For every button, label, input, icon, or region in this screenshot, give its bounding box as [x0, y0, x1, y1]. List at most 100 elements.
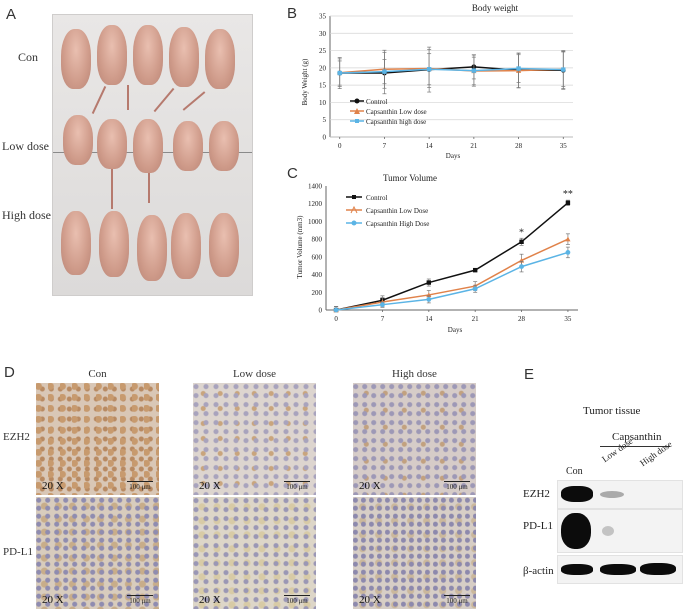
y-tick-label: 25	[319, 47, 327, 55]
data-point	[565, 200, 571, 206]
scale-bar-label: 100 μm	[286, 483, 308, 491]
panel-letter-a: A	[6, 6, 17, 23]
data-point	[561, 67, 566, 72]
band-actin-high-dose	[640, 563, 676, 575]
x-tick-label: 21	[470, 142, 478, 150]
mouse	[209, 213, 239, 277]
tumor-volume-chart: Tumor Volume Tumor Volume (mm3) Days 0 20…	[296, 173, 578, 334]
scale-bar: 100 μm	[127, 595, 153, 605]
band-ezh2-low-dose	[600, 491, 624, 498]
y-tick-label: 800	[312, 236, 323, 244]
data-point	[472, 267, 478, 273]
y-tick-label: 10	[319, 99, 327, 107]
series-line	[335, 251, 569, 311]
data-point	[426, 296, 432, 302]
ihc-image-ezh2-high-dose: 20 X 100 μm	[353, 383, 476, 495]
mouse-tail	[148, 173, 150, 203]
band-ezh2-con	[561, 486, 593, 502]
blot-strip-pdl1	[557, 509, 683, 553]
ihc-image-pdl1-low-dose: 20 X 100 μm	[193, 497, 316, 609]
row-label-low-dose: Low dose	[2, 139, 49, 153]
y-tick-label: 5	[323, 116, 327, 124]
magnification-label: 20 X	[199, 480, 221, 492]
mouse	[133, 119, 163, 173]
chart-title: Tumor Volume	[383, 173, 437, 183]
magnification-label: 20 X	[42, 594, 64, 606]
data-point	[516, 66, 521, 71]
treatment-group-bracket	[600, 446, 670, 447]
chart-legend: Control Capsanthin Low Dose Capsanthin H…	[346, 194, 429, 228]
mouse	[171, 213, 201, 279]
magnification-label: 20 X	[199, 594, 221, 606]
legend-label: Control	[366, 194, 387, 202]
mouse	[137, 215, 167, 281]
mouse	[61, 29, 91, 89]
data-point	[337, 70, 342, 76]
scale-bar: 100 μm	[127, 481, 153, 491]
mouse	[169, 27, 199, 87]
ihc-row-label-pdl1: PD-L1	[3, 546, 33, 558]
mouse	[209, 121, 239, 171]
mouse	[61, 211, 91, 275]
legend-marker-control	[354, 98, 360, 104]
x-tick-label: 14	[426, 142, 434, 150]
y-tick-label: 600	[312, 253, 323, 261]
chart-ylabel: Body Weight (g)	[301, 58, 309, 105]
panel-letter-e: E	[524, 366, 535, 383]
lane-label-con: Con	[566, 466, 583, 477]
blot-strip-ezh2	[557, 480, 683, 509]
y-tick-label: 35	[319, 13, 327, 21]
x-tick-label: 21	[472, 315, 480, 323]
scale-bar-label: 100 μm	[129, 483, 151, 491]
x-tick-label: 0	[338, 142, 342, 150]
legend-marker-high-dose	[351, 220, 357, 226]
data-point	[426, 67, 432, 72]
series-line	[335, 202, 569, 311]
magnification-label: 20 X	[42, 480, 64, 492]
legend-marker-control	[352, 195, 356, 199]
x-tick-label: 35	[560, 142, 568, 150]
ihc-image-ezh2-low-dose: 20 X 100 μm	[193, 383, 316, 495]
western-blot-title: Tumor tissue	[583, 405, 641, 417]
y-tick-label: 1000	[308, 218, 323, 226]
x-tick-label: 7	[381, 315, 385, 323]
mouse	[133, 25, 163, 85]
data-point	[565, 250, 571, 255]
ihc-image-pdl1-high-dose: 20 X 100 μm	[353, 497, 476, 609]
mouse	[99, 211, 129, 277]
scale-bar-label: 100 μm	[446, 483, 468, 491]
mouse	[205, 29, 235, 89]
mouse	[97, 119, 127, 169]
y-tick-label: 0	[323, 134, 327, 142]
x-tick-label: 28	[518, 315, 526, 323]
blot-strip-beta-actin	[557, 555, 683, 584]
scale-bar-label: 100 μm	[129, 597, 151, 605]
series-line	[339, 67, 564, 74]
treatment-group-label: Capsanthin	[612, 431, 662, 443]
band-pdl1-con	[561, 513, 591, 549]
series-line	[335, 238, 569, 311]
data-point	[333, 307, 339, 313]
chart-title: Body weight	[472, 3, 519, 13]
mice-photo	[52, 14, 253, 296]
blot-row-label-beta-actin: β-actin	[523, 565, 554, 577]
magnification-label: 20 X	[359, 594, 381, 606]
mouse	[97, 25, 127, 85]
x-tick-label: 0	[334, 315, 338, 323]
scale-bar: 100 μm	[444, 481, 470, 491]
ihc-image-pdl1-con: 20 X 100 μm	[36, 497, 159, 609]
mouse-tail	[91, 85, 107, 115]
mouse-tail	[127, 85, 129, 110]
mouse-tail	[153, 87, 175, 113]
y-tick-label: 1200	[308, 200, 323, 208]
panel-letter-b: B	[287, 5, 298, 22]
ihc-column-title: High dose	[392, 368, 437, 380]
chart-ylabel: Tumor Volume (mm3)	[296, 215, 304, 279]
data-point	[519, 239, 524, 244]
ihc-row-label-ezh2: EZH2	[3, 431, 30, 443]
row-label-high-dose: High dose	[2, 208, 51, 222]
band-actin-low-dose	[600, 564, 636, 575]
panel-letter-d: D	[4, 364, 15, 381]
ihc-column-title: Con	[88, 368, 107, 380]
ihc-column-title: Low dose	[232, 368, 277, 380]
